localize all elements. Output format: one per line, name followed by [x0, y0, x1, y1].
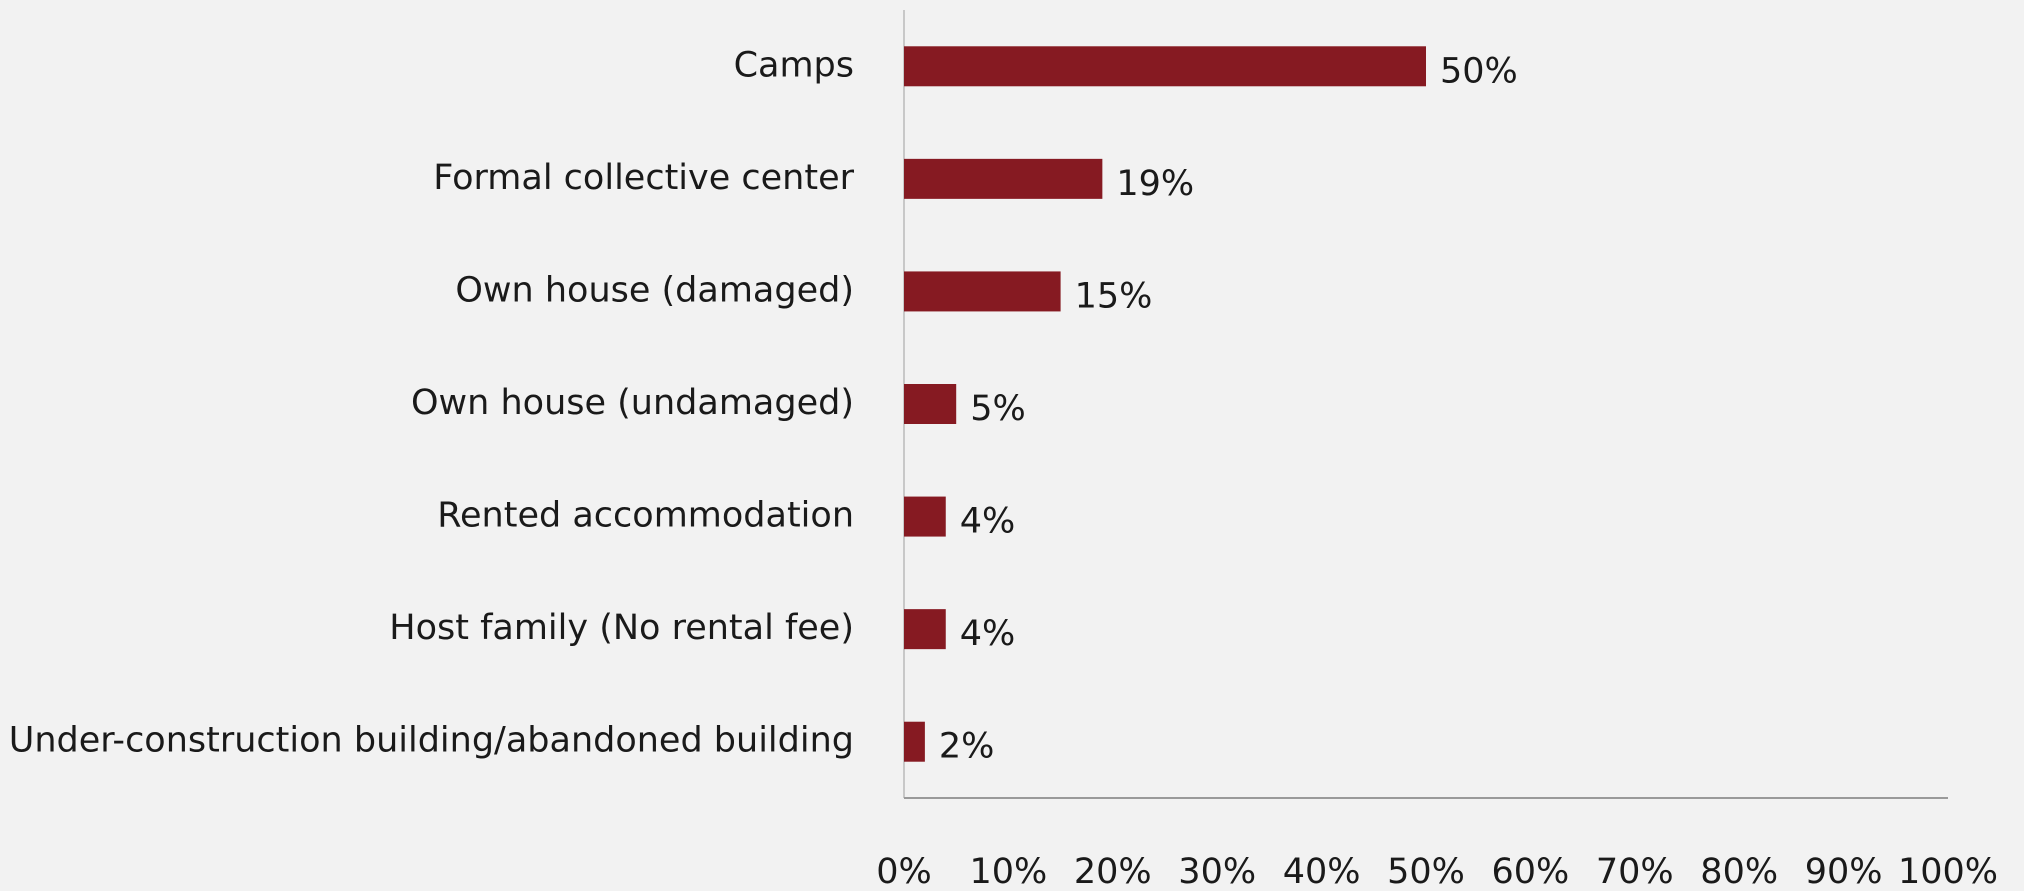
- x-tick-label: 80%: [1700, 852, 1778, 891]
- y-tick-label: Rented accommodation: [437, 496, 854, 536]
- bar: [904, 158, 1103, 199]
- bar: [904, 721, 925, 762]
- x-tick-label: 40%: [1283, 852, 1361, 891]
- value-label: 5%: [970, 389, 1026, 429]
- value-label: 15%: [1075, 276, 1153, 316]
- bar: [904, 609, 946, 650]
- value-label: 19%: [1116, 164, 1194, 204]
- x-tick-label: 70%: [1596, 852, 1674, 891]
- x-tick-label: 0%: [876, 852, 932, 891]
- bar: [904, 271, 1061, 312]
- y-tick-label: Host family (No rental fee): [389, 608, 854, 648]
- value-label: 50%: [1440, 51, 1518, 91]
- value-label: 2%: [939, 727, 995, 767]
- bar: [904, 384, 957, 424]
- x-tick-label: 90%: [1805, 852, 1883, 891]
- value-label: 4%: [960, 614, 1016, 654]
- x-tick-label: 50%: [1387, 852, 1465, 891]
- x-tick-label: 10%: [970, 852, 1048, 891]
- y-tick-label: Under-construction building/abandoned bu…: [9, 721, 854, 761]
- x-tick-label: 30%: [1178, 852, 1256, 891]
- value-label: 4%: [960, 502, 1016, 542]
- bar: [904, 496, 946, 537]
- y-tick-label: Own house (undamaged): [411, 383, 854, 423]
- y-tick-label: Camps: [734, 45, 854, 85]
- x-tick-label: 100%: [1898, 852, 1998, 891]
- x-tick-label: 20%: [1074, 852, 1152, 891]
- y-tick-label: Formal collective center: [433, 158, 854, 198]
- bar: [904, 46, 1426, 87]
- y-tick-label: Own house (damaged): [455, 270, 854, 310]
- x-tick-label: 60%: [1492, 852, 1570, 891]
